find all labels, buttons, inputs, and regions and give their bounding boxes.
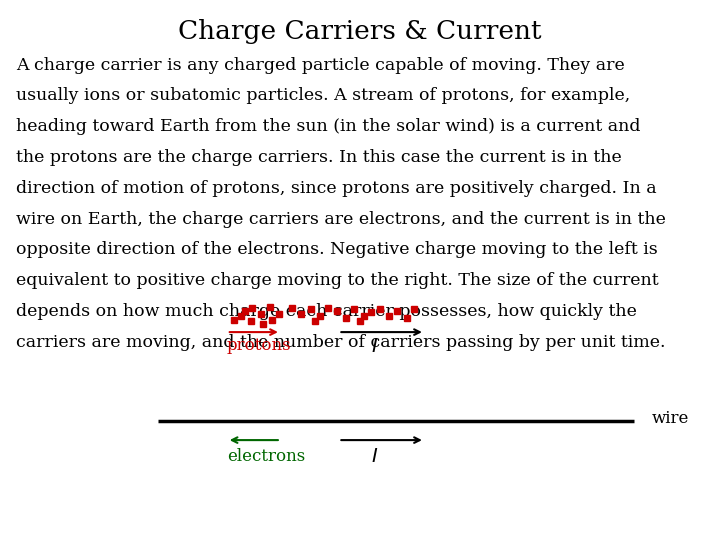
Text: wire: wire bbox=[652, 410, 689, 427]
Text: $I$: $I$ bbox=[371, 338, 378, 355]
Text: usually ions or subatomic particles. A stream of protons, for example,: usually ions or subatomic particles. A s… bbox=[16, 87, 630, 104]
Text: heading toward Earth from the sun (in the solar wind) is a current and: heading toward Earth from the sun (in th… bbox=[16, 118, 640, 135]
Text: carriers are moving, and the number of carriers passing by per unit time.: carriers are moving, and the number of c… bbox=[16, 334, 665, 350]
Text: A charge carrier is any charged particle capable of moving. They are: A charge carrier is any charged particle… bbox=[16, 57, 624, 73]
Text: protons: protons bbox=[227, 338, 292, 354]
Text: $I$: $I$ bbox=[371, 448, 378, 466]
Text: direction of motion of protons, since protons are positively charged. In a: direction of motion of protons, since pr… bbox=[16, 180, 657, 197]
Text: wire on Earth, the charge carriers are electrons, and the current is in the: wire on Earth, the charge carriers are e… bbox=[16, 211, 666, 227]
Text: opposite direction of the electrons. Negative charge moving to the left is: opposite direction of the electrons. Neg… bbox=[16, 241, 657, 258]
Text: Charge Carriers & Current: Charge Carriers & Current bbox=[179, 19, 541, 44]
Text: equivalent to positive charge moving to the right. The size of the current: equivalent to positive charge moving to … bbox=[16, 272, 659, 289]
Text: depends on how much charge each carrier possesses, how quickly the: depends on how much charge each carrier … bbox=[16, 303, 636, 320]
Text: electrons: electrons bbox=[227, 448, 305, 465]
Text: the protons are the charge carriers. In this case the current is in the: the protons are the charge carriers. In … bbox=[16, 149, 621, 166]
